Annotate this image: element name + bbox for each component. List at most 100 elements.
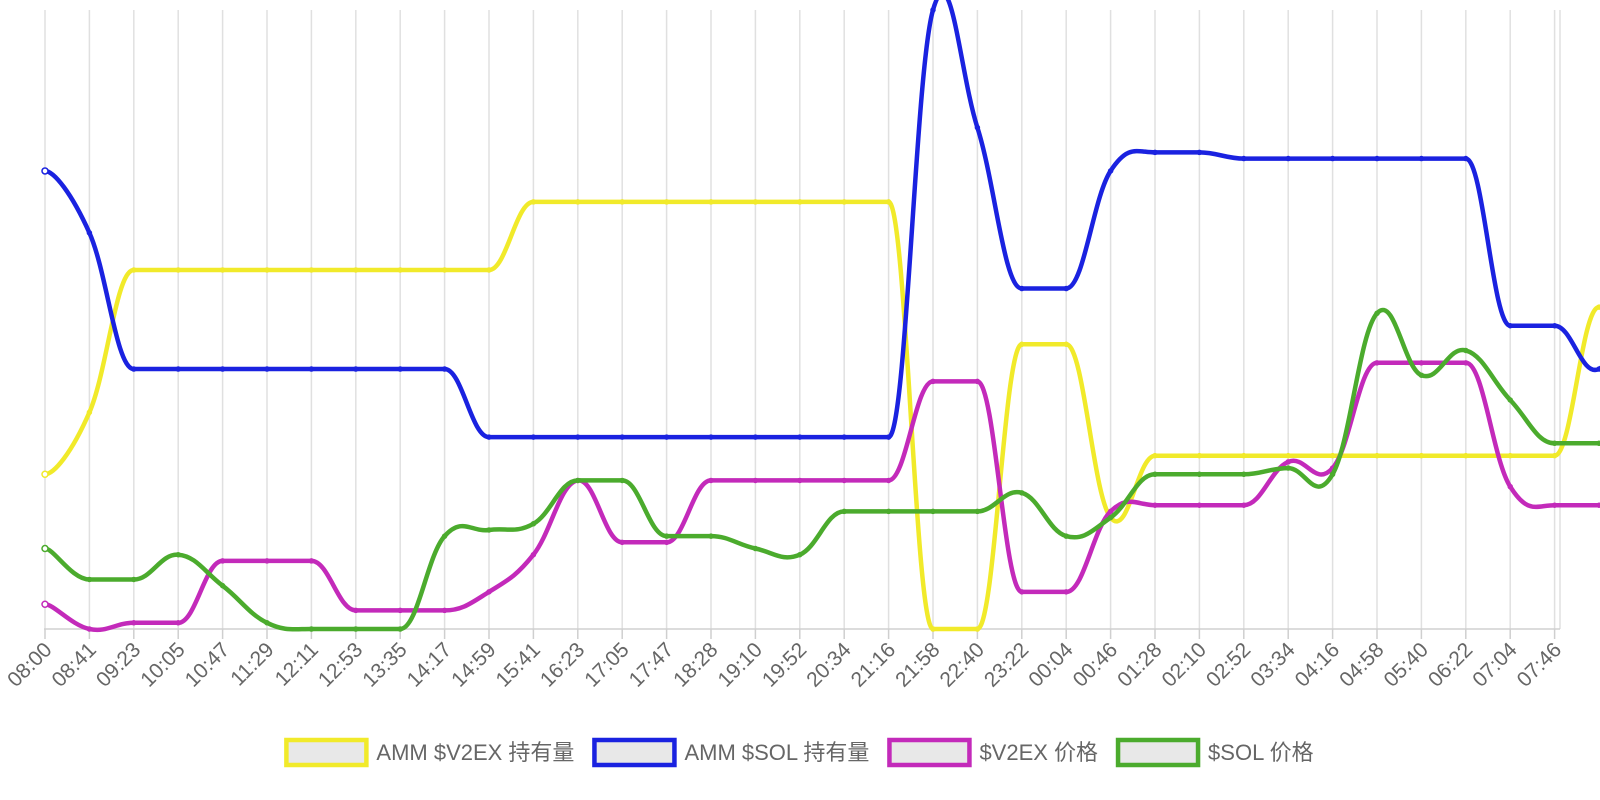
data-point xyxy=(1196,502,1203,508)
x-tick-label: 14:17 xyxy=(403,638,456,691)
legend-item[interactable]: AMM $V2EX 持有量 xyxy=(284,737,574,768)
data-point xyxy=(41,600,49,608)
data-point xyxy=(264,267,270,273)
x-tick-label: 01:28 xyxy=(1113,638,1166,691)
data-point xyxy=(353,626,359,632)
data-point xyxy=(885,434,892,440)
data-point xyxy=(575,199,581,205)
x-tick-label: 15:41 xyxy=(492,638,545,691)
x-tick-label: 17:47 xyxy=(625,638,678,691)
data-point xyxy=(1285,459,1291,465)
data-point xyxy=(486,589,492,595)
data-point xyxy=(1551,440,1558,447)
data-point xyxy=(1241,155,1247,162)
data-point xyxy=(486,527,492,533)
legend: AMM $V2EX 持有量 AMM $SOL 持有量 $V2EX 价格 $SOL 价格 xyxy=(284,737,1314,768)
data-point xyxy=(885,508,892,515)
legend-label: AMM $V2EX 持有量 xyxy=(376,740,574,765)
data-point xyxy=(974,378,981,385)
data-point xyxy=(575,434,581,440)
legend-swatch xyxy=(592,737,677,768)
data-point xyxy=(1241,471,1247,477)
data-point xyxy=(752,477,759,484)
data-point xyxy=(752,434,759,440)
data-point xyxy=(1551,322,1558,329)
data-point xyxy=(175,620,181,626)
x-tick-label: 21:16 xyxy=(847,638,900,691)
x-tick-label: 20:34 xyxy=(802,638,856,692)
data-point xyxy=(752,199,759,205)
data-point xyxy=(308,267,315,273)
legend-swatch xyxy=(1115,737,1201,768)
x-tick-label: 21:58 xyxy=(891,638,944,691)
x-tick-label: 23:22 xyxy=(980,638,1033,691)
data-point xyxy=(1196,452,1203,459)
data-point xyxy=(1596,366,1600,372)
legend-label: $V2EX 价格 xyxy=(979,740,1098,765)
data-point xyxy=(841,477,847,484)
data-point xyxy=(353,607,359,614)
data-point xyxy=(219,558,226,564)
data-point xyxy=(930,7,936,13)
data-point xyxy=(1107,508,1114,515)
data-point xyxy=(1551,452,1558,459)
data-point xyxy=(708,434,714,440)
data-point xyxy=(1418,372,1425,378)
data-point xyxy=(486,267,492,273)
data-point xyxy=(1463,155,1469,162)
data-point xyxy=(1374,310,1380,317)
x-tick-label: 22:40 xyxy=(936,638,989,691)
x-tick-label: 08:00 xyxy=(3,638,56,691)
vertical-gridlines xyxy=(44,10,1561,629)
data-point xyxy=(441,607,448,614)
data-point xyxy=(86,230,93,236)
data-point xyxy=(1285,155,1291,162)
data-point xyxy=(219,267,226,273)
data-point xyxy=(175,366,181,372)
data-point xyxy=(575,477,581,484)
data-point xyxy=(930,626,936,632)
data-point xyxy=(1285,465,1291,471)
x-tick-label: 00:46 xyxy=(1069,638,1122,691)
data-point xyxy=(41,167,49,175)
data-point xyxy=(397,366,403,372)
data-point xyxy=(797,434,803,440)
x-tick-label: 17:05 xyxy=(580,638,633,691)
data-point xyxy=(1019,490,1025,496)
legend-label: $SOL 价格 xyxy=(1208,740,1314,765)
data-point xyxy=(530,199,537,205)
data-point xyxy=(1551,502,1558,508)
legend-item[interactable]: $SOL 价格 xyxy=(1115,737,1314,768)
data-point xyxy=(708,533,714,539)
data-point xyxy=(219,582,226,589)
data-point xyxy=(930,508,936,515)
legend-item[interactable]: $V2EX 价格 xyxy=(887,737,1098,768)
data-point xyxy=(930,378,936,385)
data-point xyxy=(397,626,403,632)
legend-item[interactable]: AMM $SOL 持有量 xyxy=(592,737,869,768)
data-point xyxy=(663,199,670,205)
data-point xyxy=(264,558,270,564)
data-point xyxy=(1329,452,1336,459)
data-point xyxy=(1507,397,1513,403)
data-point xyxy=(708,477,714,484)
legend-swatch xyxy=(887,737,972,768)
data-point xyxy=(1196,149,1203,156)
data-point xyxy=(1463,347,1469,354)
x-tick-labels: 08:0008:4109:2310:0510:4711:2912:1112:53… xyxy=(3,638,1566,692)
series-1 xyxy=(41,199,1600,632)
x-tick-label: 19:52 xyxy=(758,638,811,691)
data-point xyxy=(308,558,315,564)
series-line xyxy=(42,199,1600,632)
series-line xyxy=(42,0,1600,440)
data-point xyxy=(353,366,359,372)
x-tick-label: 10:47 xyxy=(181,638,234,691)
data-point xyxy=(1418,360,1425,366)
x-tick-label: 12:11 xyxy=(271,638,323,690)
series-line xyxy=(42,360,1600,633)
data-point xyxy=(219,366,226,372)
data-point xyxy=(441,533,448,539)
data-point xyxy=(1152,502,1158,508)
data-point xyxy=(1507,483,1513,490)
